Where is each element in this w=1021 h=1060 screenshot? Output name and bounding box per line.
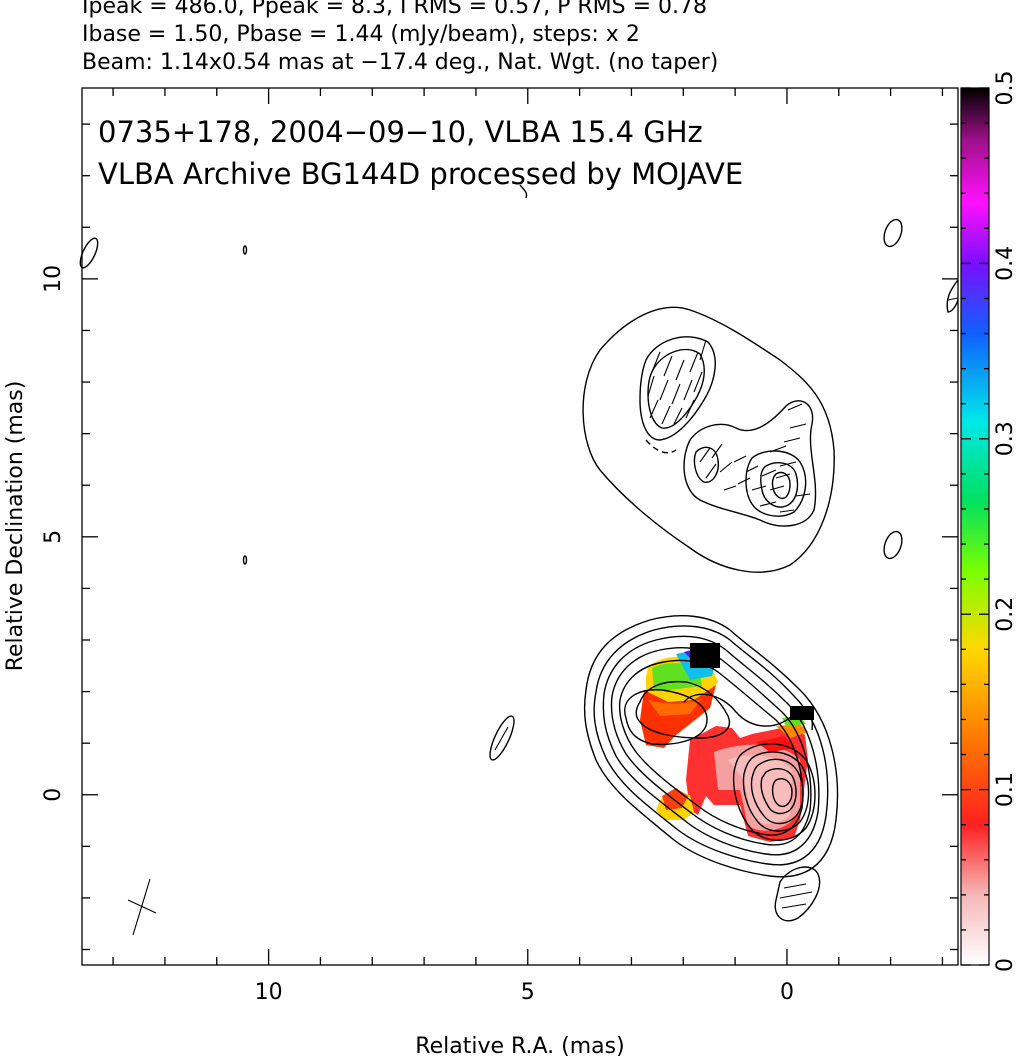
evpa-vector xyxy=(685,399,695,419)
evpa-vector xyxy=(673,407,683,425)
y-tick-label: 0 xyxy=(41,788,66,802)
header-peak-stats: Ipeak = 486.0, Ppeak = 8.3, I RMS = 0.57… xyxy=(82,0,707,19)
evpa-vector xyxy=(769,485,785,491)
colorbar-tick-label: 0 xyxy=(993,958,1018,972)
evpa-vector xyxy=(779,509,795,513)
evpa-vector xyxy=(711,443,723,459)
evpa-vector xyxy=(769,445,787,453)
evpa-vector xyxy=(683,379,693,401)
header-base-levels: Ibase = 1.50, Pbase = 1.44 (mJy/beam), s… xyxy=(82,22,640,47)
evpa-vector xyxy=(723,485,737,491)
evpa-vector xyxy=(783,437,801,443)
evpa-vector xyxy=(693,371,703,393)
colorbar-tick-label: 0.2 xyxy=(993,597,1018,632)
colorbar-ticks: 0 0.1 0.2 0.3 0.4 0.5 xyxy=(961,71,1018,972)
evpa-vector xyxy=(699,447,711,463)
evpa-vector xyxy=(779,461,797,467)
x-axis-ticks: 10 5 0 xyxy=(112,88,944,1005)
colorbar xyxy=(960,87,990,966)
polarization-vectors xyxy=(647,339,811,513)
y-tick-label: 5 xyxy=(41,530,66,544)
noise-contours xyxy=(79,184,959,761)
evpa-vector xyxy=(663,355,673,377)
x-tick-label: 5 xyxy=(521,980,535,1005)
evpa-vector xyxy=(659,379,669,401)
evpa-vector xyxy=(661,405,671,425)
evpa-vector xyxy=(775,473,791,479)
evpa-vector xyxy=(705,463,717,479)
pol-peak-patch-core xyxy=(790,706,814,720)
evpa-vector xyxy=(675,359,685,381)
evpa-vector xyxy=(761,469,777,477)
evpa-vector xyxy=(733,455,747,463)
x-tick-label: 10 xyxy=(255,980,283,1005)
core-contours xyxy=(583,615,839,878)
colorbar-tick-label: 0.5 xyxy=(993,71,1018,106)
y-axis-label: Relative Declination (mas) xyxy=(3,381,28,672)
evpa-vector xyxy=(647,375,655,397)
northern-jet-contours xyxy=(582,306,835,573)
x-axis-label: Relative R.A. (mas) xyxy=(415,1034,624,1059)
beam-marker xyxy=(127,878,157,936)
y-axis-ticks: 0 5 10 xyxy=(41,123,958,951)
evpa-vector xyxy=(789,423,807,429)
evpa-vector xyxy=(719,461,733,473)
evpa-vector xyxy=(795,493,811,497)
evpa-vector xyxy=(787,403,803,411)
evpa-vector xyxy=(649,399,659,419)
evpa-vector xyxy=(651,351,661,373)
evpa-vector xyxy=(689,351,699,373)
southern-component xyxy=(774,866,821,922)
evpa-vector xyxy=(751,485,767,491)
colorbar-tick-label: 0.1 xyxy=(993,772,1018,807)
evpa-vector xyxy=(699,339,707,361)
plot-title-line1: 0735+178, 2004−09−10, VLBA 15.4 GHz xyxy=(98,115,703,149)
colorbar-tick-label: 0.3 xyxy=(993,421,1018,456)
y-tick-label: 10 xyxy=(41,265,66,293)
evpa-vector xyxy=(759,501,777,507)
colorbar-tick-label: 0.4 xyxy=(993,246,1018,281)
header-beam-info: Beam: 1.14x0.54 mas at −17.4 deg., Nat. … xyxy=(82,50,719,75)
x-tick-label: 0 xyxy=(780,980,794,1005)
plot-title-line2: VLBA Archive BG144D processed by MOJAVE xyxy=(98,157,743,191)
plot-frame xyxy=(81,87,959,966)
evpa-vector xyxy=(745,465,759,473)
evpa-vector xyxy=(671,383,681,405)
evpa-vector xyxy=(737,477,751,485)
